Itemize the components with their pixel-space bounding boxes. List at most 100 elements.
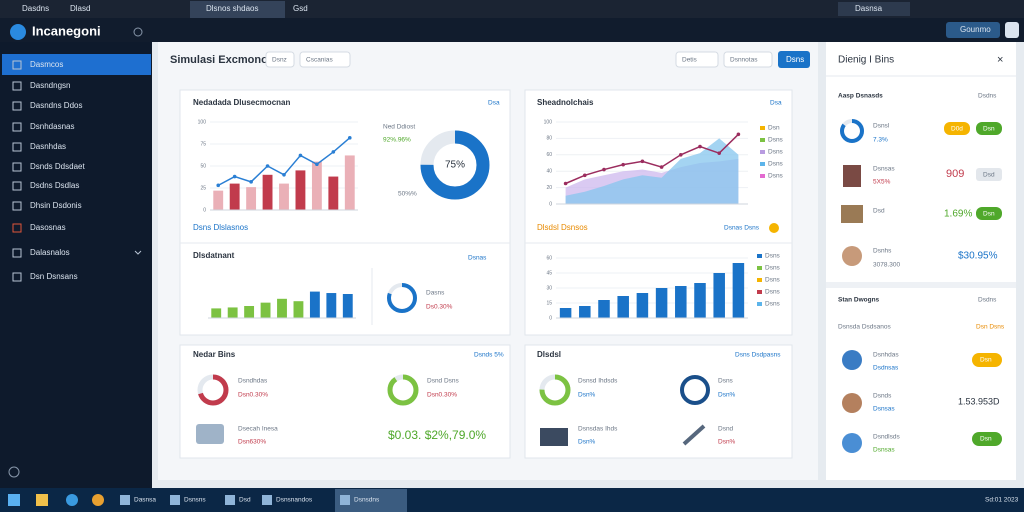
- help-icon: [8, 466, 20, 478]
- card-link[interactable]: Dsnas: [468, 255, 487, 262]
- app-icon[interactable]: [66, 494, 78, 506]
- pill[interactable]: [972, 432, 1002, 446]
- line-point: [298, 153, 303, 158]
- card: [524, 344, 793, 459]
- line-point: [249, 180, 253, 184]
- legend-label: Dsns: [768, 173, 784, 180]
- menu-item[interactable]: Dasndns Ddos: [30, 101, 82, 110]
- pill[interactable]: [976, 168, 1002, 181]
- y-tick-label: 45: [546, 270, 552, 276]
- task-item[interactable]: Dsnsdns: [354, 497, 380, 504]
- legend-swatch: [760, 174, 765, 178]
- tab[interactable]: Gsd: [293, 4, 308, 13]
- item-value: 1.69%: [944, 209, 972, 220]
- task-item[interactable]: Dasnsa: [134, 497, 156, 504]
- pill-label: Dsn: [983, 126, 995, 133]
- card-link[interactable]: Dsns Dsdpasns: [735, 352, 781, 359]
- card-action[interactable]: Dsnas Dsns: [724, 225, 760, 232]
- item-name: Dsnsas: [873, 166, 895, 173]
- card-link[interactable]: Dsa: [488, 100, 500, 107]
- bar: [246, 187, 257, 210]
- menu-item[interactable]: Dsn Dsnsans: [30, 272, 78, 281]
- item-stat: Dsn%: [718, 439, 736, 446]
- tab[interactable]: Dlasd: [70, 4, 90, 13]
- ring-stat: Ds0.30%: [426, 304, 453, 311]
- sub-link[interactable]: Dsn Dsns: [976, 324, 1005, 331]
- menu-item[interactable]: Dsnds Ddsdaet: [30, 162, 85, 171]
- menu-item[interactable]: Dhsin Dsdonis: [30, 201, 82, 210]
- menu-item[interactable]: Dalasnalos: [30, 248, 70, 257]
- menu-item[interactable]: Dsdns Dsdlas: [30, 181, 79, 190]
- item-name: Dsndhdas: [238, 378, 268, 385]
- action-button[interactable]: [946, 22, 1000, 38]
- task-item[interactable]: Dsnsnandos: [276, 497, 313, 504]
- chip[interactable]: [265, 51, 295, 68]
- line-point: [315, 162, 319, 167]
- item-icon: [841, 205, 863, 223]
- primary-button[interactable]: [778, 51, 810, 68]
- tab[interactable]: Dasdns: [22, 4, 49, 13]
- item-icon: [540, 428, 568, 446]
- y-tick-label: 0: [203, 207, 206, 213]
- chip-label: Cscanias: [306, 57, 333, 64]
- item-stat: Dsdnsas: [873, 365, 899, 372]
- task-item[interactable]: Dsd: [239, 497, 251, 504]
- chip[interactable]: [299, 51, 351, 68]
- menu-item[interactable]: Dasmcos: [30, 60, 63, 69]
- legend-label: Dsns: [765, 265, 781, 272]
- menu-item[interactable]: Dasosnas: [30, 223, 66, 232]
- bar: [598, 300, 610, 318]
- line-point: [216, 183, 221, 188]
- tab[interactable]: Dlsnos shdaos: [206, 4, 258, 13]
- bar: [211, 308, 222, 318]
- close-button[interactable]: ×: [997, 54, 1003, 66]
- ring-arc: [539, 374, 571, 406]
- y-tick-label: 50: [200, 163, 206, 169]
- item-stat: Dsn%: [578, 439, 596, 446]
- y-tick-label: 75: [200, 141, 206, 147]
- pill-label: Dsn: [980, 357, 992, 364]
- menu-item[interactable]: Dsnhdasnas: [30, 122, 74, 131]
- card-footer[interactable]: Dsns Dlslasnos: [193, 223, 248, 232]
- card-link[interactable]: Dsa: [770, 100, 782, 107]
- profile[interactable]: Dasnsa: [855, 4, 883, 13]
- pill[interactable]: [976, 122, 1002, 135]
- panel-title: Dienig I Bins: [838, 55, 894, 66]
- start-button[interactable]: [8, 494, 20, 506]
- card-link[interactable]: Dsnds 5%: [474, 352, 504, 359]
- menu-item[interactable]: Dasnhdas: [30, 142, 66, 151]
- avatar-button[interactable]: [1005, 22, 1019, 38]
- item-name: Dsnd Dsns: [427, 378, 460, 385]
- filter-label: Dsnnotas: [730, 57, 758, 64]
- menu-icon: [12, 101, 22, 111]
- item-icon: [842, 433, 862, 453]
- pill[interactable]: [944, 122, 970, 135]
- menu-icon: [12, 223, 22, 233]
- item-stat: Dsn0.30%: [427, 392, 457, 399]
- app-icon[interactable]: [36, 494, 48, 506]
- filter[interactable]: [675, 51, 719, 68]
- item-stat: Dsn0.30%: [238, 392, 268, 399]
- section-title: Stan Dwogns: [838, 297, 880, 304]
- section-link[interactable]: Dsdns: [978, 297, 997, 304]
- ring-arc: [387, 374, 419, 406]
- app-icon[interactable]: [92, 494, 104, 506]
- line-point: [621, 162, 625, 167]
- pill-label: D0d: [951, 126, 963, 133]
- menu-icon: [12, 162, 22, 172]
- bar: [675, 286, 687, 318]
- pill[interactable]: [972, 353, 1002, 367]
- section-link[interactable]: Dsdns: [978, 93, 997, 100]
- item-icon: [843, 165, 861, 187]
- item-name: Dsnhdas: [873, 352, 899, 359]
- line-point: [698, 144, 702, 149]
- bar: [260, 302, 271, 318]
- primary-label: Dsns: [786, 55, 804, 64]
- task-item[interactable]: Dsnsns: [184, 497, 206, 504]
- card-title: Nedadada Dlusecmocnan: [193, 98, 290, 107]
- filter[interactable]: [723, 51, 773, 68]
- pill-label: Dsn: [980, 436, 992, 443]
- menu-item[interactable]: Dasndngsn: [30, 81, 70, 90]
- item-name: Dsnsdas Ihds: [578, 426, 618, 433]
- pill[interactable]: [976, 207, 1002, 220]
